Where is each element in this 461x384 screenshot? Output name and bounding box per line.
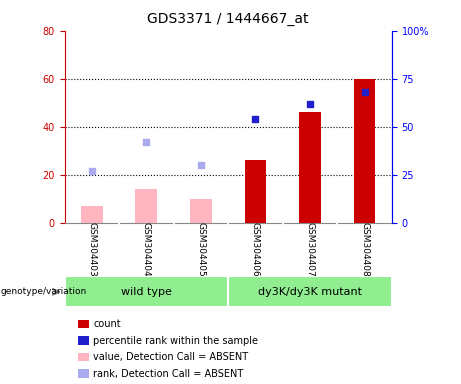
Bar xyxy=(190,199,212,223)
Text: dy3K/dy3K mutant: dy3K/dy3K mutant xyxy=(258,287,362,297)
Bar xyxy=(136,189,157,223)
Text: count: count xyxy=(93,319,121,329)
FancyBboxPatch shape xyxy=(228,276,392,307)
Bar xyxy=(244,161,266,223)
Text: value, Detection Call = ABSENT: value, Detection Call = ABSENT xyxy=(93,352,248,362)
Bar xyxy=(354,79,375,223)
Text: GSM304403: GSM304403 xyxy=(87,222,96,277)
Text: wild type: wild type xyxy=(121,287,172,297)
Bar xyxy=(299,112,321,223)
Text: rank, Detection Call = ABSENT: rank, Detection Call = ABSENT xyxy=(93,369,243,379)
Title: GDS3371 / 1444667_at: GDS3371 / 1444667_at xyxy=(148,12,309,25)
Text: percentile rank within the sample: percentile rank within the sample xyxy=(93,336,258,346)
Bar xyxy=(81,206,103,223)
FancyBboxPatch shape xyxy=(65,276,228,307)
Text: GSM304404: GSM304404 xyxy=(142,222,151,277)
Text: GSM304407: GSM304407 xyxy=(306,222,314,277)
Text: genotype/variation: genotype/variation xyxy=(1,287,87,296)
Text: GSM304408: GSM304408 xyxy=(360,222,369,277)
Text: GSM304405: GSM304405 xyxy=(196,222,206,277)
Text: GSM304406: GSM304406 xyxy=(251,222,260,277)
